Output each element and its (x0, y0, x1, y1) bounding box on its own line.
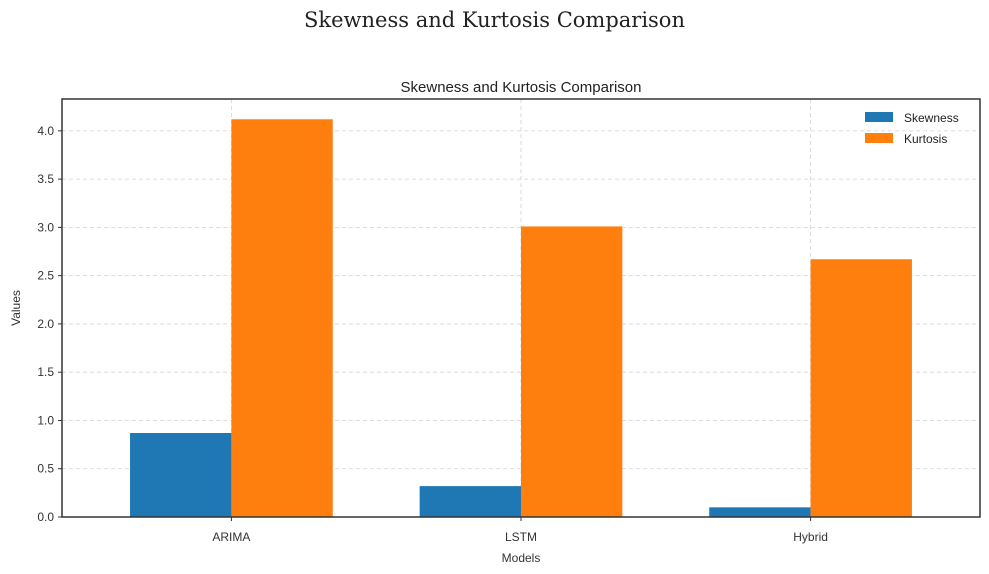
bar-skewness-arima (130, 433, 232, 517)
legend-swatch-skewness (865, 112, 893, 122)
bar-skewness-lstm (419, 486, 521, 517)
y-tick-label: 1.5 (37, 365, 54, 379)
x-tick-label: ARIMA (212, 530, 250, 544)
legend-swatch-kurtosis (865, 133, 893, 143)
bar-kurtosis-lstm (521, 226, 623, 517)
x-tick-label: LSTM (505, 530, 537, 544)
x-axis-label: Models (502, 551, 541, 565)
y-tick-label: 1.0 (37, 413, 54, 427)
legend-label-skewness: Skewness (904, 111, 959, 125)
y-axis-label: Values (9, 290, 23, 326)
legend: Skewness Kurtosis (865, 111, 959, 146)
bar-skewness-hybrid (709, 507, 811, 517)
y-tick-label: 2.0 (37, 317, 54, 331)
x-tick-label: Hybrid (793, 530, 828, 544)
bar-kurtosis-arima (231, 119, 333, 517)
legend-label-kurtosis: Kurtosis (904, 132, 947, 146)
y-axis-ticks: 0.0 0.5 1.0 1.5 2.0 2.5 3.0 3.5 4.0 (37, 124, 62, 524)
y-tick-label: 3.5 (37, 172, 54, 186)
y-tick-label: 0.5 (37, 462, 54, 476)
y-tick-label: 2.5 (37, 269, 54, 283)
y-tick-label: 4.0 (37, 124, 54, 138)
bar-kurtosis-hybrid (810, 259, 912, 517)
y-tick-label: 3.0 (37, 220, 54, 234)
chart-title: Skewness and Kurtosis Comparison (401, 79, 642, 96)
figure-suptitle: Skewness and Kurtosis Comparison (304, 8, 685, 32)
y-tick-label: 0.0 (37, 510, 54, 524)
x-axis-ticks: ARIMA LSTM Hybrid (212, 517, 828, 544)
bars (130, 119, 912, 517)
